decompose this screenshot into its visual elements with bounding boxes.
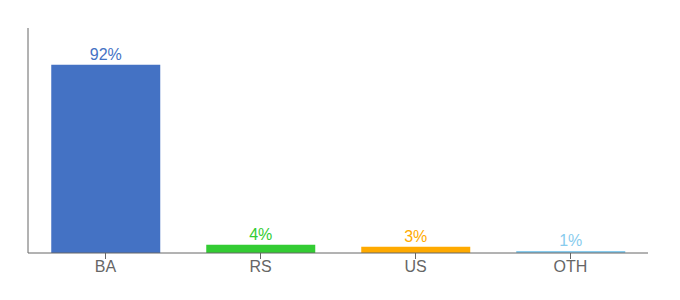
svg-text:OTH: OTH	[554, 258, 588, 275]
svg-text:RS: RS	[249, 258, 271, 275]
svg-text:BA: BA	[95, 258, 117, 275]
svg-text:US: US	[404, 258, 426, 275]
svg-text:1%: 1%	[559, 232, 582, 249]
svg-text:3%: 3%	[404, 228, 427, 245]
svg-text:92%: 92%	[90, 46, 122, 63]
svg-text:4%: 4%	[249, 226, 272, 243]
